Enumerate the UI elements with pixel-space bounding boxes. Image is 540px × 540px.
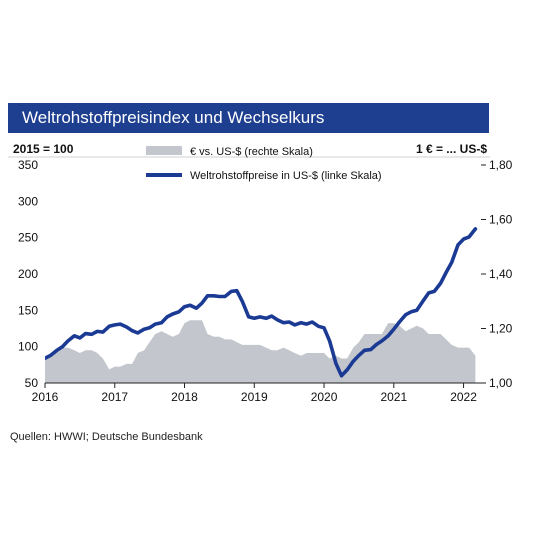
x-tick-label: 2021 [380, 390, 407, 404]
legend-label-fx: € vs. US-$ (rechte Skala) [190, 146, 313, 158]
x-tick-label: 2020 [311, 390, 338, 404]
x-tick-label: 2017 [101, 390, 128, 404]
left-tick-label: 100 [18, 340, 38, 354]
source-note: Quellen: HWWI; Deutsche Bundesbank [10, 431, 203, 443]
right-tick-label: 1,80 [489, 158, 513, 172]
x-tick-label: 2016 [32, 390, 59, 404]
left-tick-label: 200 [18, 267, 38, 281]
left-axis-label: 2015 = 100 [13, 142, 74, 156]
right-tick-label: 1,00 [489, 376, 513, 390]
fx-area-series [45, 320, 476, 383]
plot-area [45, 227, 478, 383]
left-tick-label: 350 [18, 158, 38, 172]
left-tick-label: 50 [25, 376, 39, 390]
legend-label-index: Weltrohstoffpreise in US-$ (linke Skala) [190, 170, 382, 182]
left-tick-label: 300 [18, 194, 38, 208]
chart-title: Weltrohstoffpreisindex und Wechselkurs [22, 108, 325, 127]
index-line-series [45, 227, 478, 378]
left-tick-label: 150 [18, 303, 38, 317]
left-tick-label: 250 [18, 231, 38, 245]
x-tick-label: 2019 [241, 390, 268, 404]
x-tick-label: 2022 [450, 390, 477, 404]
right-axis-label: 1 € = ... US-$ [416, 142, 487, 156]
axes: 2016 2017 2018 2019 2020 2021 2022 350 300 250 200… [18, 158, 513, 404]
right-tick-label: 1,40 [489, 267, 513, 281]
chart-title-bar: Weltrohstoffpreisindex und Wechselkurs [8, 103, 489, 133]
right-tick-label: 1,60 [489, 213, 513, 227]
x-tick-label: 2018 [171, 390, 198, 404]
right-tick-label: 1,20 [489, 322, 513, 336]
legend-swatch-fx [146, 146, 182, 155]
